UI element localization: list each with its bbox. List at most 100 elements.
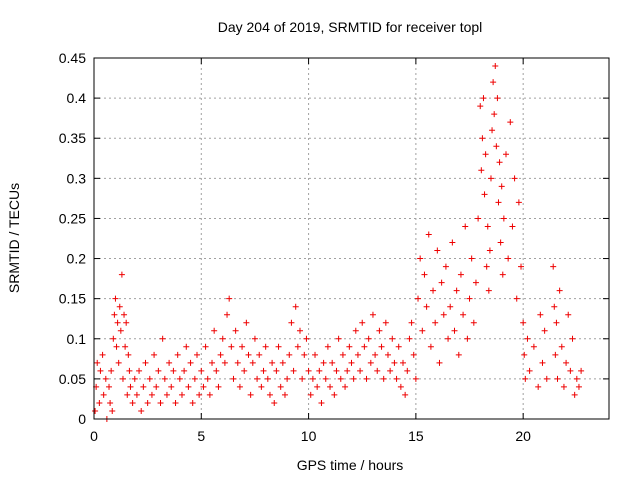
data-point: [202, 343, 209, 350]
data-point: [496, 159, 503, 166]
data-points: [92, 63, 585, 422]
data-point: [569, 335, 576, 342]
data-point: [157, 399, 164, 406]
data-point: [406, 335, 413, 342]
data-point: [269, 359, 276, 366]
data-point: [194, 351, 200, 358]
data-point: [363, 375, 370, 382]
data-point: [251, 335, 258, 342]
data-point: [163, 391, 170, 398]
x-tick-label: 15: [408, 428, 424, 444]
data-point: [185, 383, 192, 390]
y-tick-label: 0.1: [67, 331, 87, 347]
data-point: [299, 375, 306, 382]
data-point: [115, 359, 122, 366]
data-point: [146, 375, 153, 382]
data-point: [344, 367, 351, 374]
data-point: [243, 319, 250, 326]
data-point: [331, 391, 338, 398]
grid-lines: [94, 58, 609, 419]
data-point: [122, 343, 129, 350]
data-point: [395, 343, 402, 350]
y-tick-label: 0.25: [59, 210, 86, 226]
data-point: [367, 359, 374, 366]
data-point: [196, 391, 203, 398]
data-point: [378, 343, 385, 350]
data-point: [277, 383, 284, 390]
data-point: [427, 343, 434, 350]
data-point: [247, 391, 254, 398]
data-point: [563, 359, 570, 366]
data-point: [412, 375, 419, 382]
data-point: [239, 343, 246, 350]
data-point: [402, 391, 409, 398]
data-point: [434, 247, 441, 254]
data-point: [307, 391, 314, 398]
data-point: [391, 359, 398, 366]
data-point: [438, 279, 445, 286]
data-point: [440, 311, 447, 318]
data-point: [221, 359, 228, 366]
data-point: [509, 223, 516, 230]
data-point: [155, 367, 162, 374]
data-point: [518, 263, 525, 270]
data-point: [292, 303, 299, 310]
data-point: [170, 367, 177, 374]
data-point: [359, 319, 366, 326]
axis-ticks: 0 0.05 0.1 0.15 0.2 0.25 0.3 0.35 0.4 0.45 0 5 10 15 2…: [59, 50, 609, 444]
data-point: [421, 271, 428, 278]
data-point: [230, 375, 237, 382]
data-point: [530, 343, 537, 350]
data-point: [312, 351, 319, 358]
data-point: [191, 375, 198, 382]
data-point: [333, 367, 340, 374]
data-point: [294, 343, 301, 350]
data-point: [436, 359, 443, 366]
data-point: [109, 407, 116, 414]
data-point: [535, 383, 542, 390]
y-axis-label: SRMTID / TECUs: [6, 183, 22, 293]
data-point: [126, 367, 133, 374]
data-point: [380, 375, 387, 382]
data-point: [316, 367, 323, 374]
data-point: [327, 383, 334, 390]
data-point: [337, 375, 344, 382]
data-point: [376, 327, 383, 334]
data-point: [464, 335, 471, 342]
data-point: [524, 335, 531, 342]
data-point: [228, 343, 235, 350]
data-point: [125, 351, 132, 358]
data-point: [99, 351, 106, 358]
data-point: [573, 375, 580, 382]
x-tick-label: 20: [515, 428, 531, 444]
data-point: [138, 407, 145, 414]
data-point: [494, 95, 501, 102]
data-point: [108, 367, 115, 374]
data-point: [107, 399, 114, 406]
data-point: [301, 351, 308, 358]
data-point: [142, 359, 149, 366]
data-point: [339, 351, 346, 358]
data-point: [118, 271, 125, 278]
data-point: [423, 303, 430, 310]
data-point: [206, 391, 213, 398]
data-point: [249, 359, 256, 366]
data-point: [372, 351, 379, 358]
data-point: [575, 383, 582, 390]
data-point: [484, 223, 491, 230]
data-point: [451, 327, 458, 334]
data-point: [245, 351, 252, 358]
data-point: [131, 375, 138, 382]
data-point: [475, 215, 482, 222]
data-point: [153, 383, 160, 390]
data-point: [483, 263, 490, 270]
data-point: [522, 375, 529, 382]
data-point: [117, 327, 124, 334]
data-point: [303, 335, 310, 342]
data-point: [472, 279, 479, 286]
data-point: [481, 191, 488, 198]
data-point: [346, 343, 353, 350]
data-point: [215, 383, 222, 390]
data-point: [486, 247, 493, 254]
